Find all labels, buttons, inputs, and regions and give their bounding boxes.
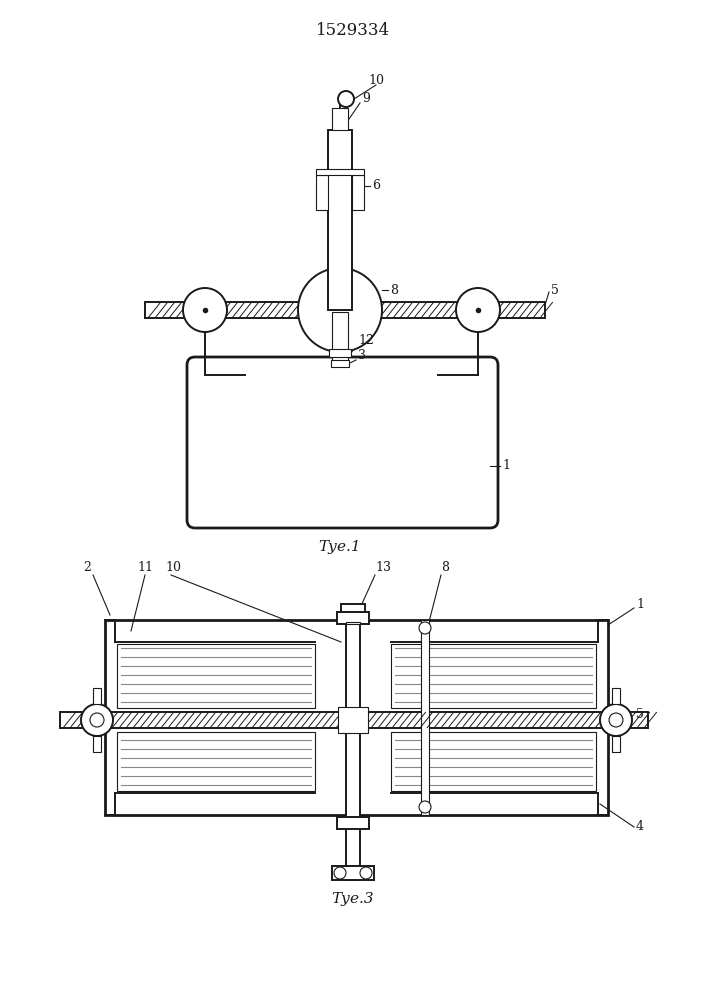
- Bar: [612, 736, 620, 752]
- Bar: [331, 360, 349, 367]
- Bar: [60, 712, 648, 728]
- Text: 1: 1: [636, 598, 644, 611]
- Text: 8: 8: [441, 561, 449, 574]
- Text: Τуе.1: Τуе.1: [319, 540, 361, 554]
- Circle shape: [338, 91, 354, 107]
- Bar: [316, 175, 328, 210]
- Bar: [391, 644, 596, 708]
- Bar: [93, 736, 101, 752]
- Text: 10: 10: [165, 561, 181, 574]
- Bar: [329, 349, 351, 357]
- Bar: [332, 866, 374, 880]
- Bar: [346, 622, 360, 624]
- Bar: [341, 604, 365, 612]
- Circle shape: [81, 704, 113, 736]
- Bar: [421, 620, 429, 815]
- Bar: [612, 688, 620, 704]
- Text: 5: 5: [551, 284, 559, 296]
- Bar: [352, 175, 364, 210]
- Text: 11: 11: [137, 561, 153, 574]
- Circle shape: [609, 713, 623, 727]
- Bar: [338, 707, 368, 733]
- FancyBboxPatch shape: [187, 357, 498, 528]
- Text: 12: 12: [358, 334, 374, 347]
- Text: 10: 10: [368, 74, 384, 87]
- Circle shape: [360, 867, 372, 879]
- Bar: [337, 612, 369, 624]
- Text: 8: 8: [390, 284, 398, 296]
- Text: 4: 4: [636, 820, 644, 834]
- Circle shape: [456, 288, 500, 332]
- Text: 5: 5: [636, 708, 644, 722]
- Bar: [316, 169, 364, 175]
- Bar: [105, 620, 608, 815]
- Bar: [328, 130, 352, 310]
- Bar: [145, 302, 545, 318]
- Bar: [391, 732, 596, 791]
- Circle shape: [90, 713, 104, 727]
- Text: 1529334: 1529334: [316, 22, 390, 39]
- Circle shape: [183, 288, 227, 332]
- Text: 3: 3: [358, 349, 366, 362]
- Bar: [117, 732, 315, 791]
- Circle shape: [419, 622, 431, 634]
- Bar: [332, 312, 348, 361]
- Circle shape: [419, 801, 431, 813]
- Text: 13: 13: [375, 561, 391, 574]
- Circle shape: [600, 704, 632, 736]
- Text: 2: 2: [83, 561, 91, 574]
- Bar: [93, 688, 101, 704]
- Text: 6: 6: [372, 179, 380, 192]
- Circle shape: [298, 268, 382, 352]
- Circle shape: [334, 867, 346, 879]
- Text: 1: 1: [502, 459, 510, 472]
- Bar: [346, 624, 360, 880]
- Bar: [332, 108, 348, 130]
- Text: Τуе.3: Τуе.3: [332, 892, 374, 906]
- Bar: [117, 644, 315, 708]
- Bar: [337, 817, 369, 829]
- Text: 9: 9: [362, 92, 370, 105]
